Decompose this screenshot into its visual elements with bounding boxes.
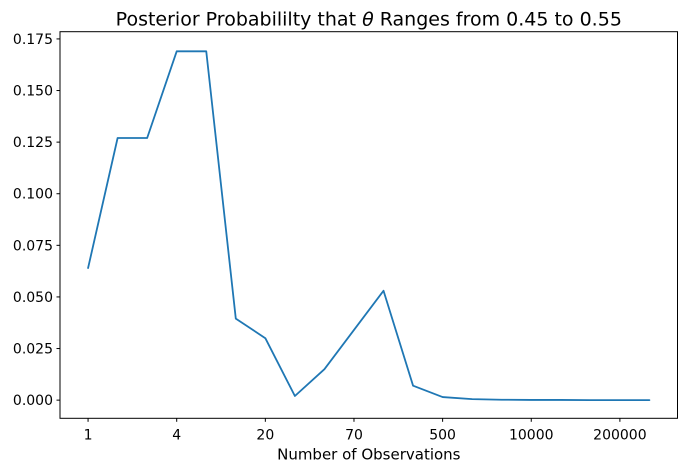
chart-title-prefix: Posterior Probabililty that <box>116 9 362 31</box>
x-tick-label: 4 <box>172 427 181 443</box>
y-tick-label: 0.000 <box>13 393 53 409</box>
x-tick-label: 70 <box>345 427 363 443</box>
y-tick-label: 0.125 <box>13 135 53 151</box>
chart-title: Posterior Probabililty that θ Ranges fro… <box>116 9 622 31</box>
y-tick-label: 0.025 <box>13 342 53 358</box>
x-tick-label: 10000 <box>509 427 554 443</box>
y-tick-label: 0.150 <box>13 84 53 100</box>
axes-frame <box>59 31 678 419</box>
x-axis-label: Number of Observations <box>277 446 461 464</box>
y-tick-label: 0.050 <box>13 290 53 306</box>
x-tick-label: 20 <box>256 427 274 443</box>
x-tick-label: 1 <box>84 427 93 443</box>
y-tick-label: 0.100 <box>13 187 53 203</box>
x-tick-label: 200000 <box>593 427 646 443</box>
y-tick-label: 0.075 <box>13 238 53 254</box>
chart-title-suffix: Ranges from 0.45 to 0.55 <box>374 9 622 31</box>
data-line <box>87 50 651 402</box>
plot-area: 0.000 0.025 0.050 0.075 0.100 0.125 0.150 0.175… <box>13 31 678 443</box>
theta-symbol: θ <box>362 9 374 31</box>
y-tick-label: 0.175 <box>13 32 53 48</box>
x-tick-label: 500 <box>429 427 456 443</box>
